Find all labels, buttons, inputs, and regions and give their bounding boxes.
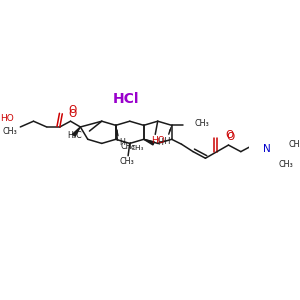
Text: HO: HO [151,136,165,146]
Text: O: O [226,132,234,142]
Text: CH₃: CH₃ [289,140,300,149]
Text: CH₃: CH₃ [2,128,17,136]
Text: H₃C: H₃C [67,131,82,140]
Text: CH₃: CH₃ [130,145,144,151]
Text: H: H [119,138,125,147]
Text: CH₃: CH₃ [195,119,209,128]
Text: HCl: HCl [112,92,139,106]
Text: N: N [263,144,271,154]
Text: CH₃: CH₃ [121,142,135,151]
Text: O: O [68,109,76,119]
Text: O: O [225,130,233,140]
Polygon shape [73,127,80,136]
Text: ·H: ·H [162,137,170,146]
Polygon shape [144,139,154,145]
Text: H: H [157,138,163,147]
Text: O: O [68,105,76,115]
Text: CH₃: CH₃ [279,160,293,169]
Text: CH₃: CH₃ [119,157,134,166]
Text: HO: HO [0,114,14,123]
